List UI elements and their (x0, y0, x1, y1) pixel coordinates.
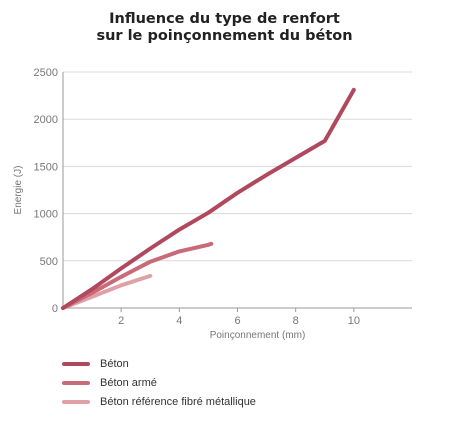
y-tick-label-2500: 2500 (34, 67, 58, 79)
legend-label-beton: Béton (100, 358, 129, 370)
chart-title-line-1: Influence du type de renfort (109, 11, 340, 27)
legend-swatch-beton-arme (62, 381, 90, 385)
y-axis-label: Energie (J) (13, 166, 24, 215)
chart-title: Influence du type de renfort sur le poin… (0, 11, 449, 45)
y-tick-label-1500: 1500 (34, 161, 58, 173)
y-tick-label-2000: 2000 (34, 114, 58, 126)
legend-swatch-beton (62, 362, 90, 366)
y-tick-label-1000: 1000 (34, 209, 58, 221)
legend-label-beton-fibre: Béton référence fibré métallique (100, 396, 256, 408)
x-axis-label: Poinçonnement (mm) (210, 330, 306, 341)
y-tick-label-500: 500 (40, 256, 58, 268)
series-line-beton-arme (61, 241, 214, 310)
x-tick-label-4: 4 (176, 315, 182, 327)
series-line-beton (61, 87, 356, 310)
chart-title-line-2: sur le poinçonnement du béton (96, 28, 353, 44)
x-tick-label-2: 2 (118, 315, 124, 327)
x-tick-label-10: 10 (348, 315, 360, 327)
x-tick-label-8: 8 (293, 315, 299, 327)
y-tick-label-0: 0 (52, 303, 58, 315)
legend-swatch-beton-fibre (62, 400, 90, 404)
x-tick-label-6: 6 (234, 315, 240, 327)
legend-label-beton-arme: Béton armé (100, 377, 157, 389)
